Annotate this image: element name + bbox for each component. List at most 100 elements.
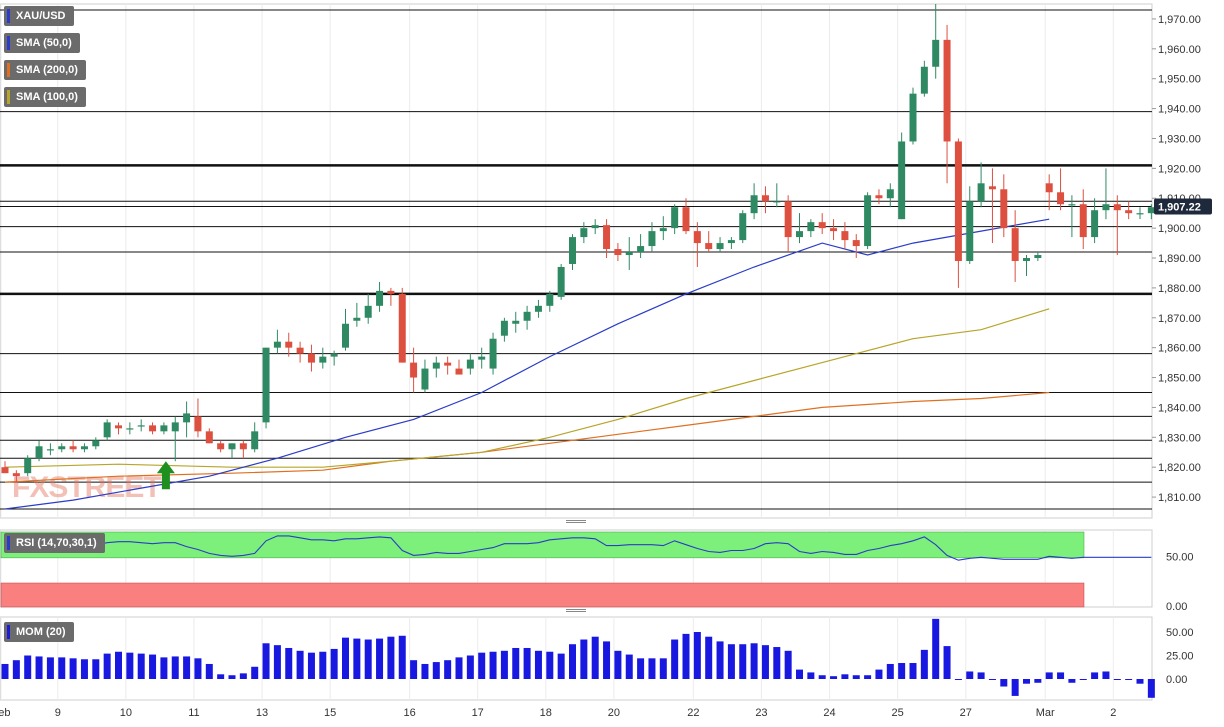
candle-86	[977, 162, 985, 208]
candle-42	[478, 347, 486, 369]
candle-body-15	[171, 422, 179, 432]
mom-bar-21	[239, 673, 247, 679]
mom-bar-52	[591, 636, 599, 679]
mom-bar-34	[387, 636, 395, 679]
candle-84	[954, 138, 962, 288]
mom-bar-72	[818, 675, 826, 679]
candle-37	[421, 359, 429, 393]
candle-body-43	[489, 338, 497, 369]
candle-44	[500, 317, 508, 342]
candle-35	[398, 287, 406, 363]
mom-bar-79	[898, 663, 906, 679]
candle-body-57	[648, 231, 656, 247]
candle-body-86	[977, 183, 985, 202]
sma50-swatch	[7, 36, 10, 50]
mom-bar-37	[421, 663, 429, 679]
candle-body-23	[262, 347, 270, 423]
candle-body-93	[1057, 192, 1065, 205]
candle-75	[852, 234, 860, 259]
candle-body-91	[1034, 255, 1042, 259]
candle-40	[455, 359, 463, 375]
rsi-swatch	[7, 536, 10, 550]
candle-19	[217, 440, 225, 453]
mom-bar-27	[307, 652, 315, 679]
candle-72	[818, 213, 826, 235]
candle-body-56	[637, 246, 645, 253]
candle-93	[1057, 168, 1065, 211]
candle-body-12	[137, 425, 145, 427]
price-tick-1810: 1,810.00	[1158, 492, 1201, 504]
price-tick-1830: 1,830.00	[1158, 432, 1201, 444]
mom-bar-89	[1011, 679, 1019, 696]
sma200-line	[4, 391, 1050, 483]
candle-body-66	[750, 195, 758, 214]
mom-bar-66	[750, 643, 758, 679]
mom-bar-35	[398, 635, 406, 679]
mom-bar-92	[1045, 672, 1053, 679]
candle-78	[886, 183, 894, 208]
candle-body-3	[35, 446, 43, 459]
candle-body-8	[92, 440, 100, 447]
pane-resize-handle-mom[interactable]	[566, 608, 586, 614]
candle-body-67	[761, 195, 769, 202]
candle-body-63	[716, 243, 724, 250]
candle-43	[489, 332, 497, 375]
candle-29	[330, 350, 338, 366]
candle-77	[875, 189, 883, 205]
x-tick-2: 10	[120, 707, 132, 719]
sma100-swatch	[7, 90, 10, 104]
candle-body-100	[1136, 213, 1144, 215]
rsi-label: RSI (14,70,30,1)	[4, 533, 105, 553]
mom-bar-40	[455, 657, 463, 679]
price-tick-1950: 1,950.00	[1158, 74, 1201, 86]
x-tick-8: 18	[540, 707, 552, 719]
candle-body-47	[534, 305, 542, 312]
mom-tick-2: 0.00	[1166, 674, 1187, 686]
candle-98	[1113, 195, 1121, 256]
candle-body-14	[160, 425, 168, 432]
candle-body-20	[228, 443, 236, 450]
candle-6	[69, 440, 77, 453]
mom-bar-51	[580, 639, 588, 679]
mom-bar-84	[954, 679, 962, 680]
candle-body-50	[569, 237, 576, 264]
candle-50	[569, 234, 576, 270]
candle-76	[864, 192, 872, 250]
mom-bar-31	[353, 638, 361, 679]
x-tick-11: 23	[755, 707, 767, 719]
price-tick-1900: 1,900.00	[1158, 223, 1201, 235]
candle-94	[1068, 195, 1076, 238]
candle-99	[1125, 201, 1133, 220]
mom-bar-48	[546, 651, 554, 679]
candle-36	[410, 347, 418, 393]
candle-body-21	[239, 443, 247, 450]
candle-63	[716, 237, 724, 253]
mom-bar-61	[693, 632, 701, 679]
candle-101	[1147, 204, 1155, 220]
mom-bar-63	[716, 641, 724, 679]
mom-bar-76	[864, 675, 872, 679]
candle-body-31	[353, 317, 361, 321]
mom-bar-77	[875, 669, 883, 679]
sma100-text: SMA (100,0)	[16, 91, 78, 103]
candle-89	[1011, 210, 1019, 282]
candle-body-61	[693, 231, 701, 244]
x-tick-12: 24	[823, 707, 835, 719]
x-tick-7: 17	[472, 707, 484, 719]
pane-resize-handle-rsi[interactable]	[566, 519, 586, 525]
candle-7	[80, 443, 88, 453]
price-tick-1960: 1,960.00	[1158, 44, 1201, 56]
mom-bar-81	[920, 649, 928, 679]
candle-body-35	[398, 293, 406, 363]
mom-bar-1	[12, 660, 20, 679]
mom-bar-16	[183, 656, 191, 679]
candle-14	[160, 422, 168, 435]
candle-body-27	[307, 353, 315, 363]
mom-bar-26	[296, 650, 304, 679]
candle-body-101	[1147, 207, 1155, 214]
candle-5	[58, 443, 66, 453]
mom-bar-28	[319, 651, 327, 679]
candle-body-48	[546, 293, 554, 306]
candle-11	[126, 422, 134, 435]
candle-39	[444, 356, 452, 375]
